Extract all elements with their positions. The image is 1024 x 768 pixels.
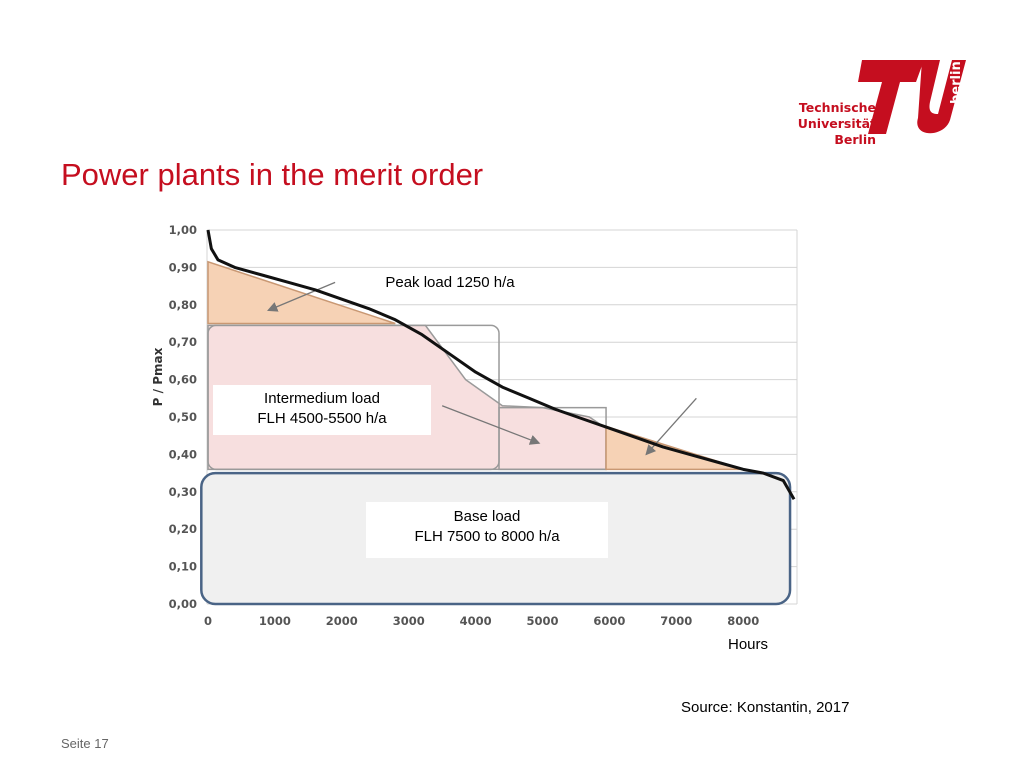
y-tick-label-0: 0,00 [169,597,197,611]
y-tick-label-2: 0,20 [169,522,197,536]
peak-arrow-1 [267,281,336,312]
base-load-callout: Base load FLH 7500 to 8000 h/a [366,502,608,558]
logo-mark-t [858,60,924,134]
x-tick-label-5: 5000 [526,614,558,628]
intermediate-arrow [441,405,541,445]
intermediate-load-callout: Intermedium load FLH 4500-5500 h/a [213,385,431,435]
logo-line-2: Universität [797,116,876,131]
x-tick-label-2: 2000 [326,614,358,628]
x-axis-label: Hours [728,636,769,653]
x-tick-label-8: 8000 [727,614,759,628]
logo-line-3: Berlin [834,132,876,147]
x-tick-label-0: 0 [204,614,212,628]
y-tick-label-7: 0,70 [169,335,197,349]
x-tick-label-6: 6000 [593,614,625,628]
logo-wordmark: Technische Universität Berlin [798,100,876,148]
x-tick-labels: 0 1000 2000 3000 4000 5000 6000 7000 8000 [204,614,759,628]
page-number: Seite 17 [61,736,109,751]
logo-line-1: Technische [798,100,876,115]
x-tick-label-1: 1000 [259,614,291,628]
peak-load-label: Peak load 1250 h/a [385,274,515,291]
curve-layer [206,229,796,501]
page-title: Power plants in the merit order [61,157,484,192]
y-tick-label-10: 1,00 [169,223,197,237]
intermediate-load-label-2: FLH 4500-5500 h/a [257,410,387,427]
peak-load-area-1 [207,260,396,325]
peak-arrow-2 [645,397,697,456]
y-tick-label-5: 0,50 [169,410,197,424]
logo-mark-text: berlin [949,61,964,104]
y-tick-label-6: 0,60 [169,373,197,387]
y-tick-label-1: 0,10 [169,560,197,574]
intermediate-block-1 [207,324,500,471]
y-tick-labels: 0,00 0,10 0,20 0,30 0,40 0,50 0,60 0,70 0,80 0,90… [169,223,197,611]
base-load-label-1: Base load [453,508,521,525]
y-axis-label: P / Pmax [151,347,165,406]
y-tick-label-9: 0,90 [169,260,197,274]
x-tick-label-4: 4000 [460,614,492,628]
y-tick-label-4: 0,40 [169,447,197,461]
source-note: Source: Konstantin, 2017 [681,699,850,716]
intermediate-load-label-1: Intermedium load [264,390,380,407]
load-duration-curve [206,229,796,501]
tu-berlin-logo: berlin [858,60,966,134]
peak-load-callout: Peak load 1250 h/a [366,268,534,298]
base-load-label-2: FLH 7500 to 8000 h/a [414,528,560,545]
logo-mark-u [917,60,966,134]
x-tick-label-7: 7000 [660,614,692,628]
y-tick-label-3: 0,30 [169,485,197,499]
y-tick-label-8: 0,80 [169,298,197,312]
x-tick-label-3: 3000 [393,614,425,628]
